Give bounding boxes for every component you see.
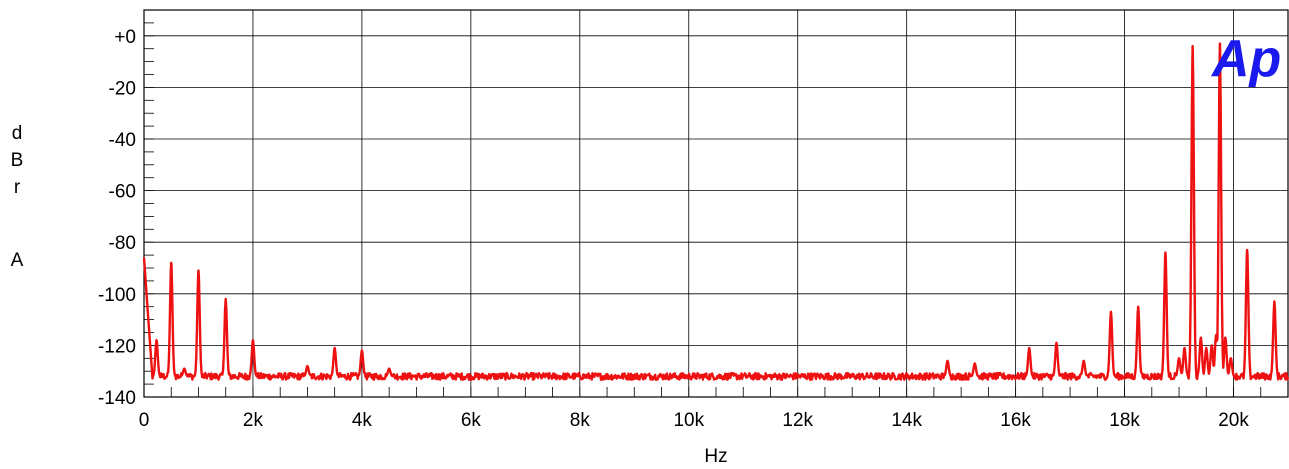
spectrum-trace xyxy=(142,42,1289,381)
y-tick-labels: +0 -20 -40 -60 -80 -100 -120 -140 xyxy=(98,27,136,409)
x-tick-label: 12k xyxy=(782,410,813,431)
ap-logo: Ap xyxy=(1210,30,1281,88)
plot-frame xyxy=(143,9,1289,398)
grid xyxy=(143,9,1289,398)
x-tick-label: 8k xyxy=(570,410,591,431)
x-tick-label: 18k xyxy=(1109,410,1140,431)
x-tick-label: 20k xyxy=(1218,410,1249,431)
x-tick-label: 6k xyxy=(461,410,482,431)
y-axis-title-char: B xyxy=(11,150,24,171)
x-tick-label: 14k xyxy=(891,410,922,431)
y-tick-label: +0 xyxy=(114,27,136,48)
x-tick-label: 16k xyxy=(1000,410,1031,431)
y-tick-label: -20 xyxy=(109,78,136,99)
x-tick-label: 2k xyxy=(243,410,264,431)
x-tick-label: 0 xyxy=(139,410,150,431)
minor-ticks xyxy=(144,9,1262,398)
y-tick-label: -40 xyxy=(109,130,136,151)
y-tick-label: -100 xyxy=(98,285,136,306)
y-tick-label: -60 xyxy=(109,182,136,203)
y-axis-title-char: r xyxy=(14,177,21,198)
y-tick-label: -80 xyxy=(109,233,136,254)
y-axis-title-char: d xyxy=(12,123,23,144)
y-tick-label: -140 xyxy=(98,388,136,409)
y-tick-label: -120 xyxy=(98,336,136,357)
y-axis-title-char: A xyxy=(11,250,24,271)
x-axis-title: Hz xyxy=(704,446,727,467)
y-axis-title: dBr A xyxy=(11,123,24,271)
x-tick-label: 10k xyxy=(673,410,704,431)
x-tick-label: 4k xyxy=(352,410,373,431)
trace xyxy=(142,42,1289,381)
x-tick-labels: 0 2k 4k 6k 8k 10k 12k 14k 16k 18k 20k xyxy=(139,410,1250,431)
